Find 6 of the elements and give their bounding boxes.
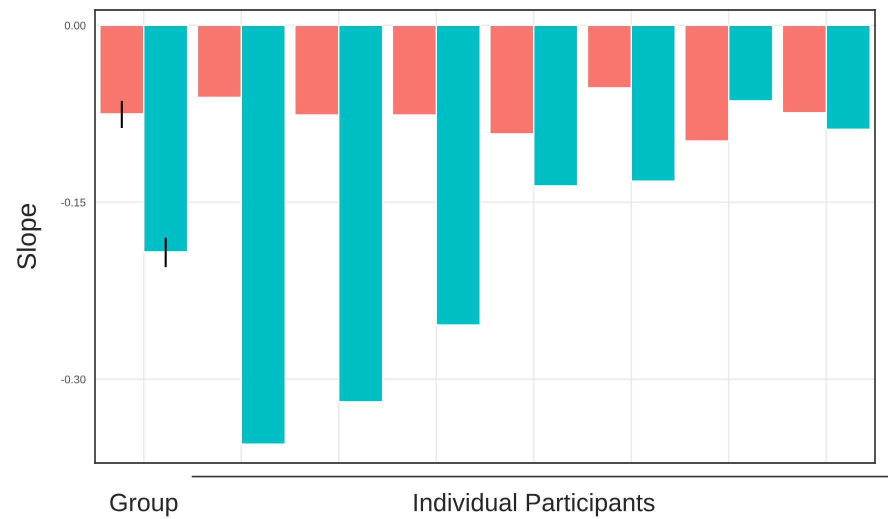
y-tick-label: -0.30 bbox=[61, 376, 86, 384]
text: Group bbox=[110, 494, 178, 516]
y-tick-label: 0.00 bbox=[64, 22, 86, 30]
y-tick-label: -0.15 bbox=[61, 198, 86, 206]
text: Individual Participants bbox=[414, 493, 654, 516]
y-axis-title: Slope bbox=[16, 204, 42, 270]
